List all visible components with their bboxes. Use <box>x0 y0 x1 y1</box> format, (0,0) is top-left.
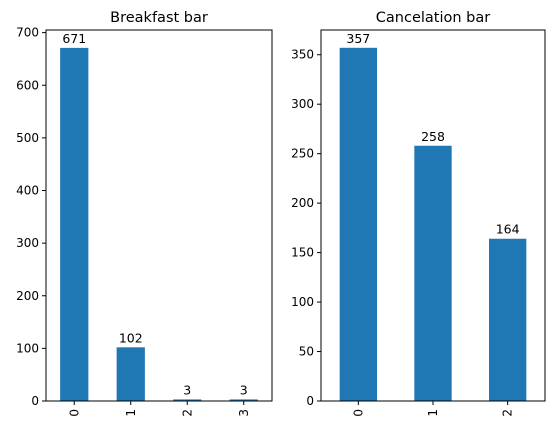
x-tick-label: 2 <box>501 409 515 417</box>
bar <box>339 47 377 402</box>
bar <box>414 145 452 401</box>
breakfast-bar-chart: Breakfast bar 671 0 102 1 3 2 3 3 0 100 200 300 400 5… <box>16 10 273 417</box>
x-tick-label: 2 <box>180 409 194 417</box>
y-tick-label: 700 <box>16 26 39 40</box>
y-tick-label: 400 <box>16 184 39 198</box>
y-tick-label: 200 <box>16 289 39 303</box>
y-tick-label: 350 <box>291 48 314 62</box>
x-tick-label: 1 <box>124 409 138 417</box>
y-tick-label: 0 <box>306 394 314 408</box>
bar <box>229 399 258 401</box>
y-tick-label: 250 <box>291 147 314 161</box>
y-tick-label: 50 <box>299 345 314 359</box>
data-label: 258 <box>421 129 445 144</box>
bar <box>173 399 202 401</box>
x-tick-label: 1 <box>426 409 440 417</box>
y-tick-label: 100 <box>291 295 314 309</box>
data-label: 164 <box>496 222 520 237</box>
x-tick-label: 0 <box>67 409 81 417</box>
bar <box>489 238 527 401</box>
data-label: 357 <box>346 31 370 46</box>
axes-frame <box>320 29 546 402</box>
y-tick-label: 0 <box>31 394 39 408</box>
data-label: 102 <box>119 330 143 345</box>
y-tick-label: 200 <box>291 196 314 210</box>
x-tick-label: 0 <box>351 409 365 417</box>
x-tick-label: 3 <box>237 409 251 417</box>
data-label: 3 <box>183 382 191 397</box>
bar <box>60 47 89 401</box>
cancelation-bar-chart: Cancelation bar 357 0 258 1 164 2 0 50 100 150 200… <box>291 10 546 417</box>
y-tick-label: 600 <box>16 78 39 92</box>
data-label: 671 <box>62 31 86 46</box>
bar <box>116 347 145 401</box>
data-label: 3 <box>240 382 248 397</box>
chart-title: Cancelation bar <box>376 10 490 26</box>
y-tick-label: 300 <box>16 236 39 250</box>
y-tick-label: 100 <box>16 341 39 355</box>
y-tick-label: 150 <box>291 246 314 260</box>
axes-frame <box>45 29 273 402</box>
chart-title: Breakfast bar <box>110 10 208 26</box>
y-tick-label: 300 <box>291 97 314 111</box>
y-tick-label: 500 <box>16 131 39 145</box>
